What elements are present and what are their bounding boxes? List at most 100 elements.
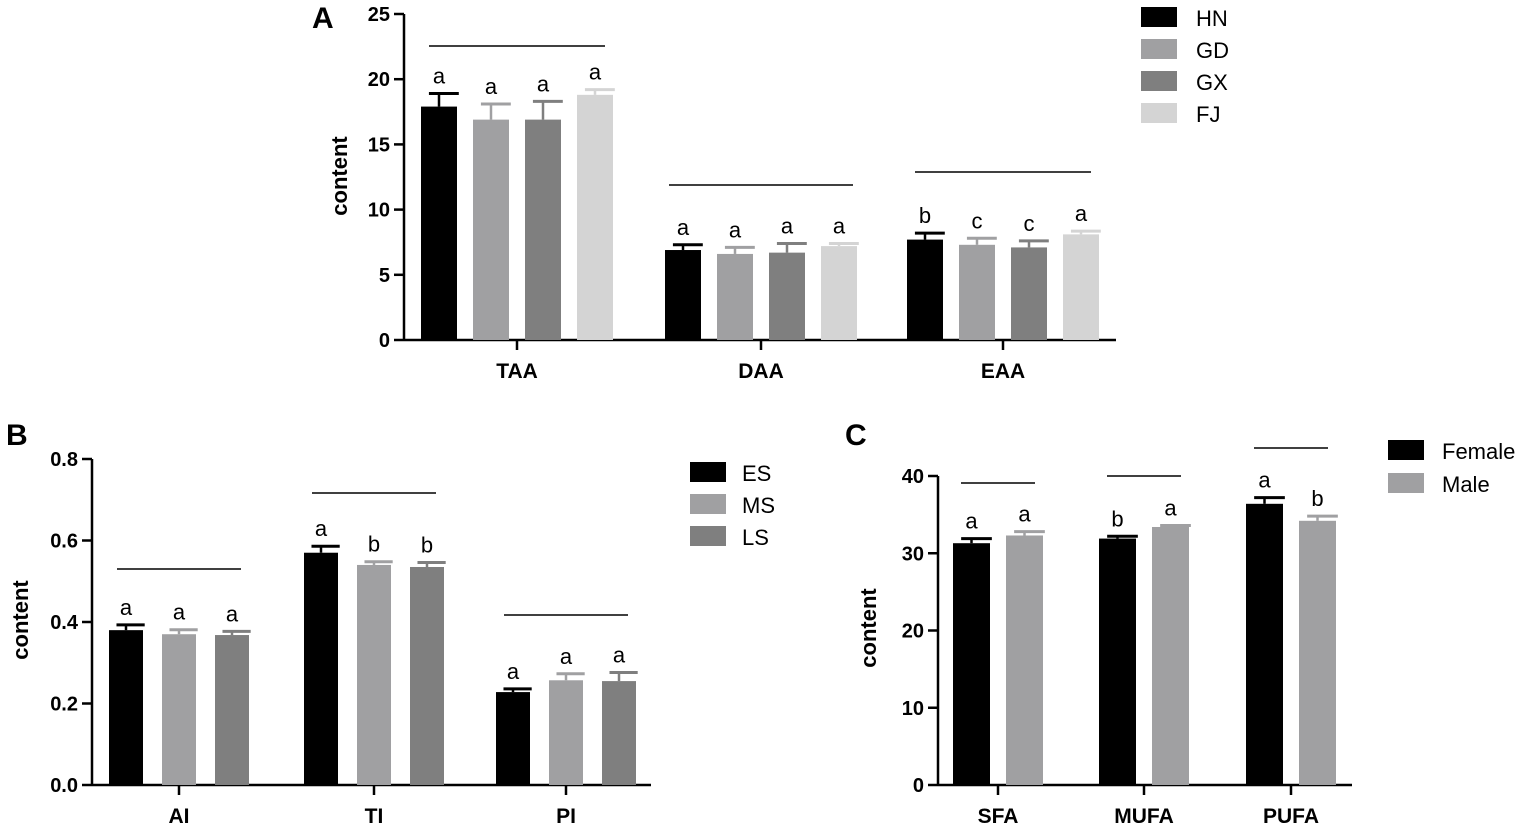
panel-b-sig-label: a: [315, 516, 328, 541]
panel-b-sig-label: a: [173, 600, 186, 625]
panel-c-y-tick-label: 0: [913, 775, 924, 797]
panel-a-sig-label: a: [485, 74, 498, 99]
panel-c-y-tick-label: 40: [902, 466, 924, 488]
panel-c-legend-swatch-female: [1388, 440, 1424, 460]
panel-a-letter: A: [312, 2, 334, 35]
panel-b-sig-label: b: [421, 533, 433, 558]
panel-a-sig-label: a: [433, 64, 446, 89]
panel-a-sig-label: a: [677, 215, 690, 240]
panel-b-bar-ms-ai: [162, 634, 196, 785]
panel-b-y-tick-label: 0.0: [50, 775, 78, 797]
panel-b-bar-ls-ai: [215, 635, 249, 785]
panel-b-bar-es-ai: [109, 630, 143, 785]
panel-c-bar-male-sfa: [1006, 535, 1043, 785]
panel-a-legend-swatch-gx: [1141, 71, 1177, 91]
panel-c-sig-label: a: [965, 509, 978, 534]
panel-b-category-label-ai: AI: [169, 805, 190, 828]
panel-b-bar-ls-pi: [602, 681, 636, 785]
panel-a-y-axis-label: content: [327, 136, 352, 216]
panel-c-category-label-pufa: PUFA: [1263, 805, 1319, 828]
panel-b-sig-label: b: [368, 532, 380, 557]
panel-a-legend-swatch-fj: [1141, 103, 1177, 123]
panel-a-bar-gd-taa: [473, 119, 509, 341]
panel-a-legend-label-hn: HN: [1196, 6, 1228, 31]
panel-a-y-tick-label: 20: [368, 69, 390, 91]
panel-c-legend-swatch-male: [1388, 473, 1424, 493]
panel-b-bar-es-ti: [304, 552, 338, 785]
panel-c-legend-label-male: Male: [1442, 472, 1490, 497]
panel-a-sig-label: a: [833, 214, 846, 239]
panel-c-bar-female-mufa: [1099, 538, 1136, 785]
panel-c-bar-female-sfa: [953, 543, 990, 785]
panel-c-sig-label: b: [1111, 506, 1123, 531]
panel-c-bar-male-pufa: [1299, 520, 1336, 785]
panel-a-bar-gx-daa: [769, 252, 805, 340]
panel-a-sig-label: a: [537, 71, 550, 96]
panel-a-bar-gd-daa: [717, 253, 753, 340]
panel-b-sig-label: a: [120, 595, 133, 620]
panel-a-bar-gd-eaa: [959, 244, 995, 340]
panel-a-y-tick-label: 0: [379, 330, 390, 352]
panel-a-category-label-daa: DAA: [738, 360, 784, 383]
panel-a-legend-label-gd: GD: [1196, 38, 1229, 63]
panel-b-sig-label: a: [226, 601, 239, 626]
panel-c-bar-male-mufa: [1152, 526, 1189, 785]
panel-b-bar-es-pi: [496, 692, 530, 785]
panel-a-bar-gx-eaa: [1011, 247, 1047, 340]
panel-a-sig-label: a: [589, 60, 602, 85]
panel-b-legend-swatch-ls: [690, 526, 726, 546]
panel-c-y-tick-label: 10: [902, 698, 924, 720]
panel-b-legend-swatch-ms: [690, 494, 726, 514]
panel-b-legend-label-ms: MS: [742, 493, 775, 518]
panel-a-legend-label-gx: GX: [1196, 70, 1228, 95]
panel-b-sig-label: a: [560, 644, 573, 669]
panel-b-y-axis-label: content: [8, 580, 33, 660]
panel-b-y-tick-label: 0.6: [50, 531, 78, 553]
panel-a-legend-swatch-hn: [1141, 7, 1177, 27]
panel-b-y-tick-label: 0.8: [50, 449, 78, 471]
panel-a-category-label-taa: TAA: [496, 360, 538, 383]
panel-b-y-tick-label: 0.4: [50, 612, 79, 634]
panel-b-category-label-ti: TI: [365, 805, 384, 828]
panel-c-y-axis-label: content: [856, 588, 881, 668]
panel-c-y-tick-label: 30: [902, 543, 924, 565]
panel-b: B 0.0 0.2 0.4 0.6 0.8 content AI a a a TI a b b PI a a a ES…: [6, 419, 775, 828]
panel-c: C 0 10 20 30 40 content SFA a a MUFA b a PUFA a b Female…: [845, 419, 1515, 828]
panel-a-bar-fj-eaa: [1063, 234, 1099, 340]
panel-c-sig-label: a: [1258, 468, 1271, 493]
panel-a: A 0 5 10 15 20 25 content TAA a a a a DAA a a a a EAA b c c a H…: [312, 2, 1229, 383]
panel-a-legend-label-fj: FJ: [1196, 102, 1220, 127]
panel-a-sig-label: a: [1075, 201, 1088, 226]
panel-a-y-tick-label: 25: [368, 4, 390, 26]
panel-c-category-label-mufa: MUFA: [1114, 805, 1174, 828]
panel-c-sig-label: a: [1164, 495, 1177, 520]
panel-b-bar-ls-ti: [410, 566, 444, 785]
panel-b-y-tick-label: 0.2: [50, 694, 78, 716]
panel-a-bar-hn-taa: [421, 106, 457, 340]
panel-a-sig-label: a: [781, 214, 794, 239]
panel-c-legend-label-female: Female: [1442, 439, 1515, 464]
panel-a-bar-gx-taa: [525, 119, 561, 341]
panel-a-sig-label: b: [919, 203, 931, 228]
panel-b-category-label-pi: PI: [556, 805, 576, 828]
panel-b-bar-ms-ti: [357, 564, 391, 785]
panel-b-letter: B: [6, 419, 28, 452]
panel-a-category-label-eaa: EAA: [981, 360, 1025, 383]
panel-c-sig-label: a: [1018, 502, 1031, 527]
panel-a-y-tick-label: 15: [368, 134, 390, 156]
panel-a-legend-swatch-gd: [1141, 39, 1177, 59]
panel-b-sig-label: a: [507, 659, 520, 684]
panel-c-y-tick-label: 20: [902, 621, 924, 643]
panel-c-category-label-sfa: SFA: [978, 805, 1019, 828]
panel-a-bar-hn-daa: [665, 250, 701, 340]
panel-a-sig-label: c: [1024, 211, 1035, 236]
panel-a-sig-label: c: [972, 208, 983, 233]
panel-a-sig-label: a: [729, 217, 742, 242]
panel-b-legend-label-ls: LS: [742, 525, 769, 550]
panel-c-letter: C: [845, 419, 867, 452]
panel-b-sig-label: a: [613, 643, 626, 668]
panel-c-sig-label: b: [1311, 486, 1323, 511]
panel-b-bar-ms-pi: [549, 680, 583, 785]
panel-a-bar-fj-taa: [577, 94, 613, 341]
